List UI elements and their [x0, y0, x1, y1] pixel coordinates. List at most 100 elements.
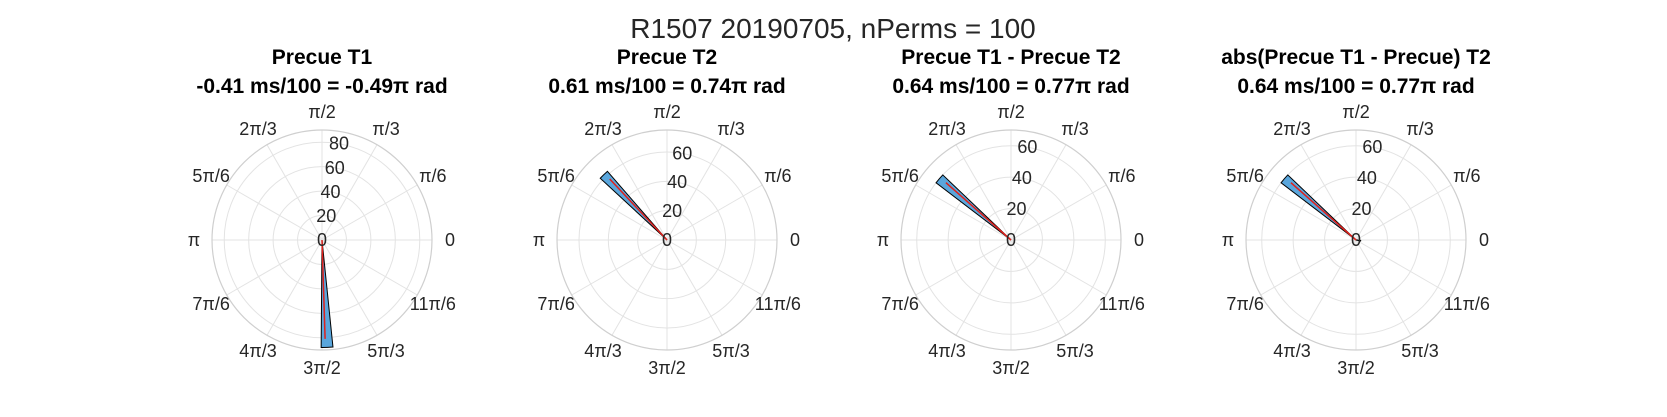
theta-tick-label: 2π/3: [239, 119, 276, 139]
grid-spoke: [321, 239, 418, 296]
panel-title: Precue T2: [617, 46, 717, 69]
theta-tick-label: π/6: [764, 166, 791, 186]
grid-spoke: [266, 239, 323, 336]
grid-spoke: [666, 239, 723, 336]
grid-spoke: [226, 239, 323, 296]
theta-tick-label: π/6: [1453, 166, 1480, 186]
theta-tick-label: 11π/6: [1099, 294, 1145, 314]
grid-spoke: [1260, 184, 1357, 241]
mean-direction-line: [945, 182, 1012, 241]
radial-tick-label: 60: [1362, 137, 1382, 157]
grid-spoke: [321, 144, 378, 241]
theta-tick-label: 3π/2: [648, 358, 685, 378]
panel-title: abs(Precue T1 - Precue) T2: [1221, 46, 1491, 69]
theta-tick-label: π: [877, 230, 889, 250]
grid-spoke: [1010, 239, 1107, 296]
grid-circle: [1261, 145, 1451, 335]
grid-spoke: [955, 144, 1012, 241]
theta-tick-label: 5π/6: [192, 166, 229, 186]
theta-tick-label: 4π/3: [239, 341, 276, 361]
grid-circle: [1292, 176, 1420, 304]
theta-tick-label: 5π/3: [1401, 341, 1438, 361]
grid-spoke: [1355, 239, 1452, 296]
theta-tick-label: π/2: [653, 102, 680, 122]
polar-panel-3: Precue T1 - Precue T2 0.64 ms/100 = 0.77π…: [877, 46, 1145, 378]
radial-tick-label: 80: [329, 134, 349, 154]
theta-tick-label: 3π/2: [992, 358, 1029, 378]
grid-spoke: [611, 144, 668, 241]
radial-tick-label: 60: [672, 143, 692, 163]
polar-panel-4: abs(Precue T1 - Precue) T2 0.64 ms/100 = …: [1221, 46, 1491, 378]
grid-spoke: [1355, 239, 1412, 336]
theta-tick-label: 4π/3: [584, 341, 621, 361]
grid-spoke: [1260, 239, 1357, 296]
grid-spoke: [226, 184, 323, 241]
grid-spoke: [915, 239, 1012, 296]
theta-tick-label: 7π/6: [192, 294, 229, 314]
radial-tick-label: 20: [1006, 199, 1026, 219]
radial-tick-label: 20: [1351, 199, 1371, 219]
grid-spoke: [1355, 144, 1412, 241]
figure-title: R1507 20190705, nPerms = 100: [630, 13, 1036, 44]
theta-tick-label: 7π/6: [881, 294, 918, 314]
theta-tick-label: 4π/3: [928, 341, 965, 361]
radial-tick-label: 40: [320, 182, 340, 202]
polar-panel-2: Precue T2 0.61 ms/100 = 0.74π rad 0 π/6 π/3 π…: [533, 46, 801, 378]
theta-tick-label: 2π/3: [928, 119, 965, 139]
theta-tick-label: π/6: [419, 166, 446, 186]
panel-title: Precue T1: [272, 46, 373, 69]
panel-subtitle: 0.64 ms/100 = 0.77π rad: [892, 75, 1129, 98]
radial-tick-label: 40: [1357, 168, 1377, 188]
theta-tick-label: 5π/6: [1226, 166, 1263, 186]
theta-tick-label: 11π/6: [410, 294, 456, 314]
mean-direction-line: [1290, 182, 1357, 241]
theta-tick-label: 2π/3: [1273, 119, 1310, 139]
theta-tick-label: π/2: [1342, 102, 1369, 122]
grid-spoke: [1010, 239, 1067, 336]
theta-tick-label: 0: [445, 230, 455, 250]
theta-tick-label: π/3: [717, 119, 744, 139]
radial-tick-label: 40: [1012, 168, 1032, 188]
panel-title: Precue T1 - Precue T2: [901, 46, 1120, 69]
radial-tick-label: 60: [1017, 137, 1037, 157]
theta-tick-label: 4π/3: [1273, 341, 1310, 361]
radial-tick-label: 0: [317, 230, 327, 250]
radial-tick-label: 0: [1351, 230, 1361, 250]
radial-tick-label: 20: [316, 206, 336, 226]
grid-circle: [1324, 208, 1388, 272]
panel-subtitle: 0.61 ms/100 = 0.74π rad: [548, 75, 785, 98]
radial-tick-label: 40: [667, 172, 687, 192]
grid-spoke: [1355, 184, 1452, 241]
radial-tick-label: 0: [1006, 230, 1016, 250]
theta-tick-label: 5π/6: [537, 166, 574, 186]
grid-spoke: [915, 184, 1012, 241]
theta-tick-label: 7π/6: [1226, 294, 1263, 314]
panel-subtitle: -0.41 ms/100 = -0.49π rad: [196, 75, 447, 98]
grid-spoke: [611, 239, 668, 336]
grid-spoke: [1010, 184, 1107, 241]
grid-spoke: [666, 144, 723, 241]
grid-spoke: [666, 184, 763, 241]
panel-subtitle: 0.64 ms/100 = 0.77π rad: [1237, 75, 1474, 98]
polar-outer-circle: [900, 129, 1122, 351]
theta-tick-label: π: [1222, 230, 1234, 250]
theta-tick-label: π: [533, 230, 545, 250]
grid-spoke: [666, 239, 763, 296]
grid-spoke: [321, 184, 418, 241]
grid-circle: [578, 151, 756, 329]
theta-tick-label: π/2: [997, 102, 1024, 122]
grid-spoke: [571, 239, 668, 296]
grid-spoke: [1300, 239, 1357, 336]
grid-spoke: [571, 184, 668, 241]
theta-tick-label: 0: [790, 230, 800, 250]
theta-tick-label: 5π/3: [712, 341, 749, 361]
polar-outer-circle: [556, 129, 778, 351]
grid-spoke: [321, 239, 378, 336]
theta-tick-label: 11π/6: [1444, 294, 1490, 314]
theta-tick-label: 5π/3: [1056, 341, 1093, 361]
theta-tick-label: 3π/2: [1337, 358, 1374, 378]
grid-spoke: [266, 144, 323, 241]
mean-direction-line: [321, 239, 326, 339]
theta-tick-label: 5π/6: [881, 166, 918, 186]
